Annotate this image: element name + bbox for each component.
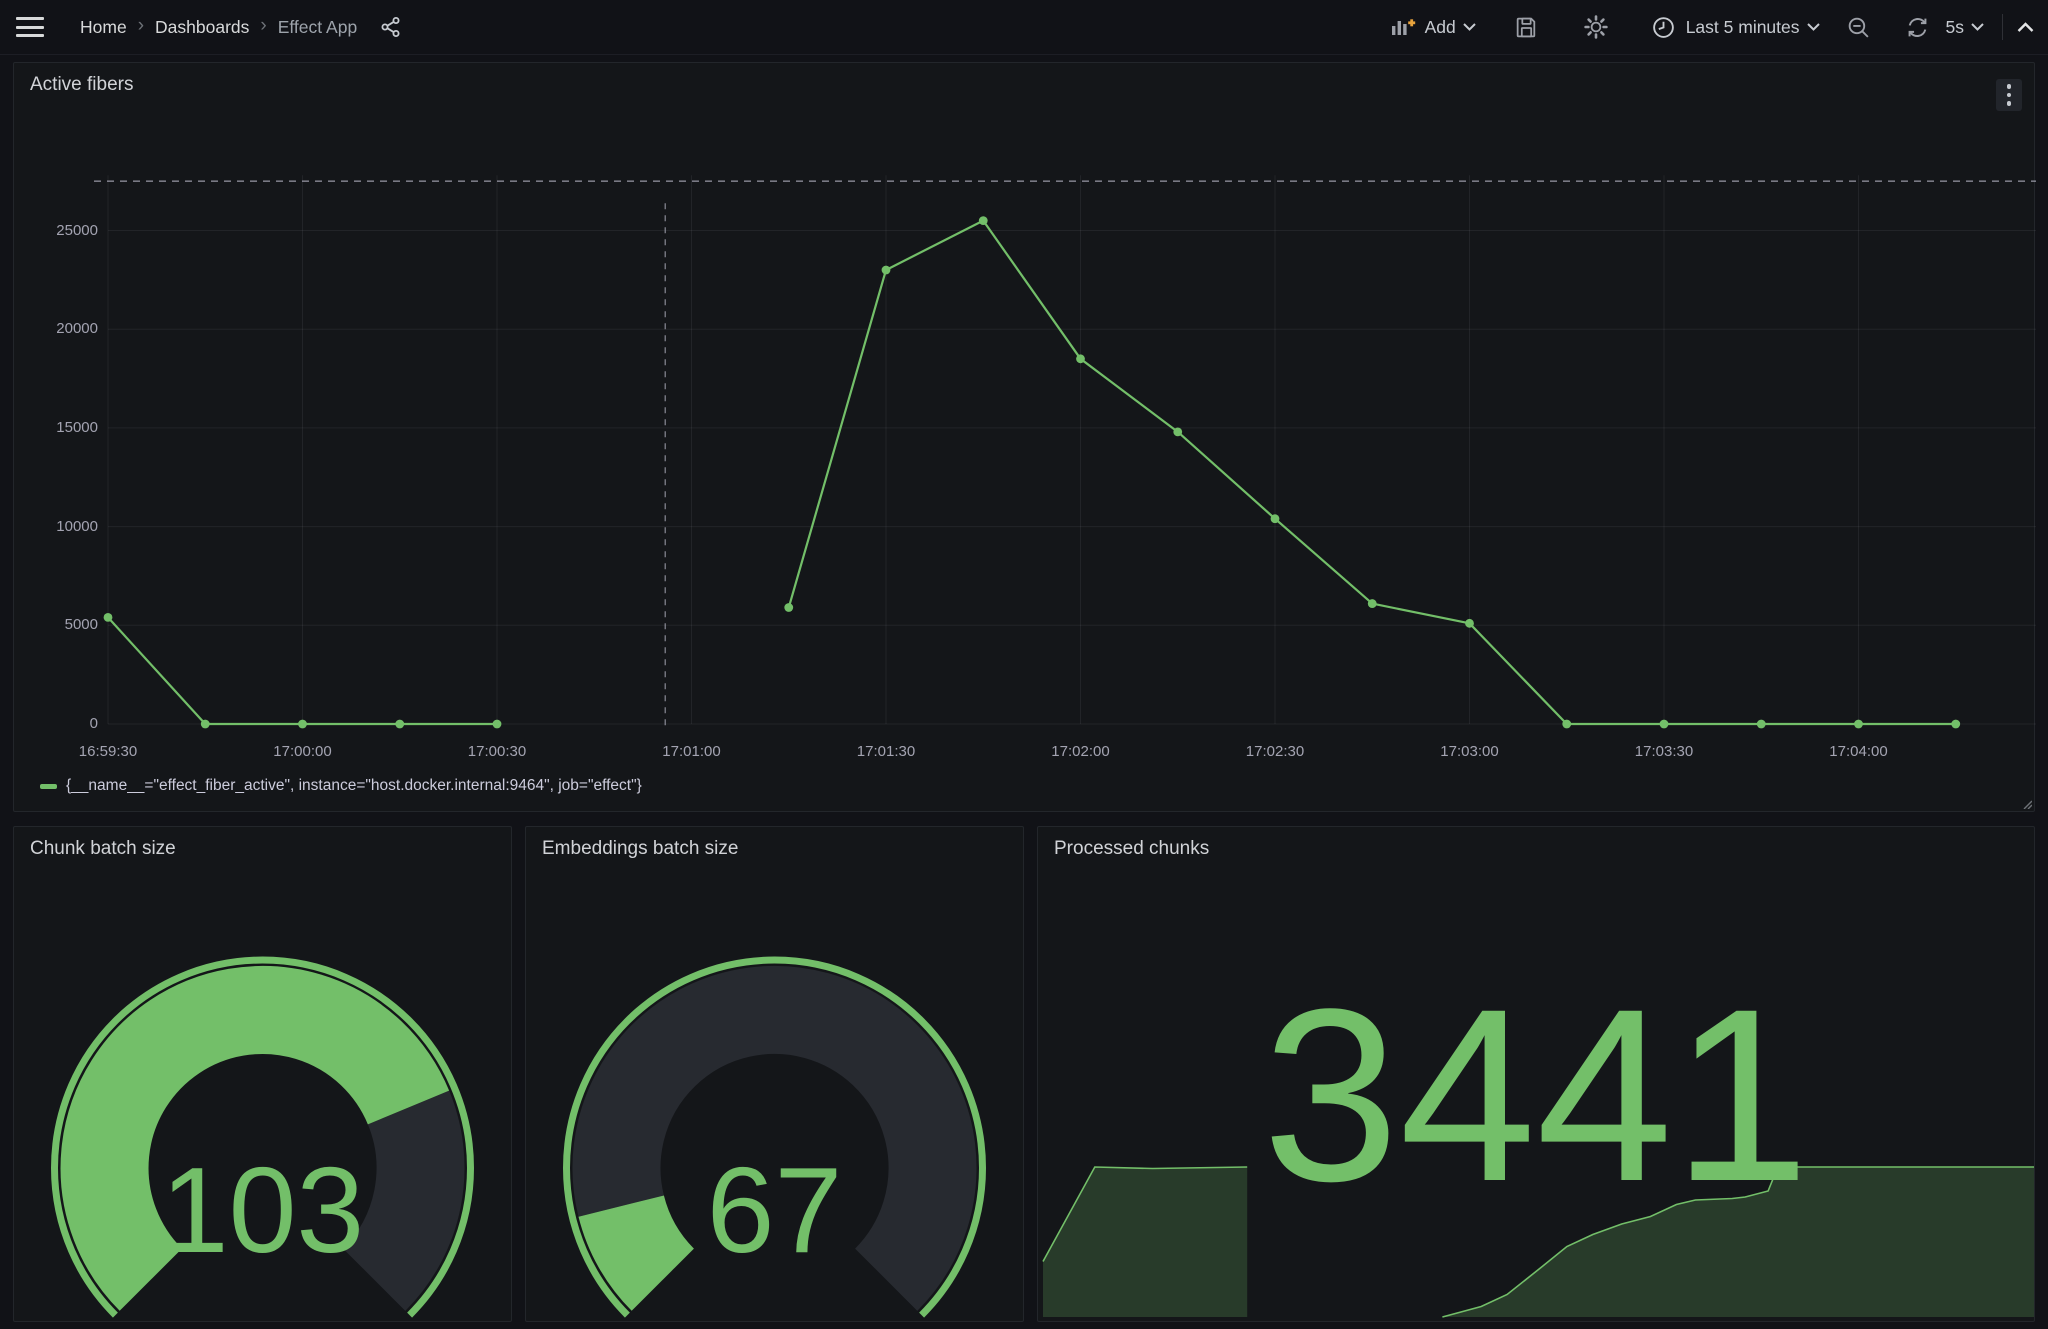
- panel-title[interactable]: Chunk batch size: [30, 838, 176, 859]
- series-line: [787, 219, 1956, 726]
- gauge-threshold-arc: [51, 956, 474, 1318]
- legend-swatch: [40, 783, 57, 789]
- breadcrumb-home[interactable]: Home: [80, 16, 127, 37]
- sparkline-area: [1043, 1167, 1248, 1317]
- x-tick-label: 17:01:30: [856, 743, 916, 760]
- gauge-track-arc: [572, 965, 977, 1311]
- data-point[interactable]: [1465, 618, 1474, 628]
- stat-value: 3441: [1262, 958, 1810, 1233]
- panel-title[interactable]: Processed chunks: [1054, 838, 1210, 859]
- refresh-icon[interactable]: [1905, 15, 1930, 40]
- sparkline-area: [1442, 1167, 2034, 1317]
- data-point[interactable]: [1173, 427, 1183, 437]
- y-tick-label: 0: [89, 715, 98, 732]
- data-point[interactable]: [395, 719, 405, 729]
- x-tick-label: 17:04:00: [1829, 743, 1888, 760]
- breadcrumb-dashboards[interactable]: Dashboards: [155, 16, 250, 37]
- gauge-value: 103: [160, 1142, 365, 1278]
- gauge-value: 67: [706, 1142, 843, 1278]
- data-point[interactable]: [103, 613, 113, 622]
- data-point[interactable]: [492, 719, 502, 729]
- top-navbar: Home › Dashboards › Effect App Add: [0, 0, 2048, 55]
- data-point[interactable]: [978, 216, 988, 226]
- y-tick-label: 25000: [56, 221, 98, 239]
- gauge-chunk-svg: [51, 956, 474, 1318]
- legend-item[interactable]: {__name__="effect_fiber_active", instanc…: [40, 777, 642, 795]
- panel-chunk-batch-size: Chunk batch size 103: [13, 826, 512, 1322]
- gauge-threshold-arc: [563, 956, 986, 1318]
- data-point[interactable]: [1951, 719, 1961, 729]
- x-tick-label: 17:00:00: [273, 743, 332, 760]
- time-range-picker[interactable]: Last 5 minutes: [1651, 15, 1820, 40]
- divider: [2002, 14, 2003, 40]
- data-point[interactable]: [200, 719, 210, 729]
- data-point[interactable]: [1756, 719, 1766, 729]
- y-tick-label: 10000: [56, 517, 98, 535]
- chevron-down-icon: [1971, 18, 1984, 36]
- save-icon[interactable]: [1514, 15, 1539, 40]
- gauge-track-arc: [342, 1090, 465, 1311]
- collapse-navbar-icon[interactable]: [2017, 21, 2034, 33]
- stat-sparkline: [1042, 1166, 2034, 1318]
- refresh-interval-dropdown[interactable]: 5s: [1946, 17, 1984, 38]
- y-tick-label: 20000: [56, 320, 98, 338]
- settings-gear-icon[interactable]: [1583, 14, 1609, 40]
- panel-title[interactable]: Active fibers: [30, 74, 134, 95]
- data-point[interactable]: [1854, 719, 1863, 729]
- panel-menu-icon[interactable]: [1996, 79, 2022, 111]
- x-tick-label: 17:02:00: [1051, 743, 1110, 760]
- chevron-right-icon: ›: [260, 14, 267, 36]
- data-point[interactable]: [784, 603, 794, 612]
- menu-icon[interactable]: [16, 17, 44, 37]
- x-tick-label: 16:59:30: [78, 743, 138, 760]
- data-point[interactable]: [1367, 599, 1377, 608]
- chevron-down-icon: [1462, 18, 1476, 36]
- panel-resize-handle[interactable]: [2022, 799, 2032, 809]
- data-point[interactable]: [1270, 514, 1280, 524]
- graph-bar-add-icon: [1390, 15, 1416, 39]
- share-icon[interactable]: [379, 15, 403, 39]
- data-point[interactable]: [1562, 719, 1572, 729]
- panel-active-fibers: Active fibers 16:59:30 17:00:00 17:00:30 17…: [13, 62, 2036, 812]
- chevron-right-icon: ›: [137, 14, 145, 36]
- data-point[interactable]: [1659, 719, 1669, 729]
- add-dropdown[interactable]: Add: [1390, 15, 1476, 39]
- breadcrumb-current: Effect App: [277, 16, 358, 37]
- sparkline-line: [1042, 1166, 1248, 1262]
- x-tick-label: 17:03:00: [1440, 743, 1499, 760]
- data-point[interactable]: [298, 719, 307, 729]
- y-tick-label: 5000: [64, 616, 98, 634]
- gauge-value-arc: [578, 1194, 695, 1311]
- panel-processed-chunks: Processed chunks 3441: [1037, 826, 2035, 1322]
- x-tick-label: 17:02:30: [1245, 743, 1305, 760]
- timeseries-plot: [94, 175, 2036, 729]
- gauge-value-arc: [60, 966, 450, 1311]
- gauge-embeddings-svg: [563, 956, 986, 1318]
- legend-label: {__name__="effect_fiber_active", instanc…: [66, 777, 642, 794]
- panel-title[interactable]: Embeddings batch size: [542, 838, 739, 859]
- data-point[interactable]: [881, 265, 891, 275]
- x-tick-label: 17:00:30: [467, 743, 527, 760]
- x-tick-label: 17:01:00: [662, 743, 721, 760]
- clock-icon: [1651, 15, 1676, 40]
- zoom-out-icon[interactable]: [1846, 15, 1871, 40]
- y-tick-label: 15000: [56, 418, 98, 436]
- panel-embeddings-batch-size: Embeddings batch size 67: [525, 826, 1024, 1322]
- data-point[interactable]: [1076, 354, 1085, 364]
- chevron-down-icon: [1806, 18, 1820, 36]
- sparkline-line: [1442, 1166, 2034, 1318]
- x-tick-label: 17:03:30: [1634, 743, 1694, 760]
